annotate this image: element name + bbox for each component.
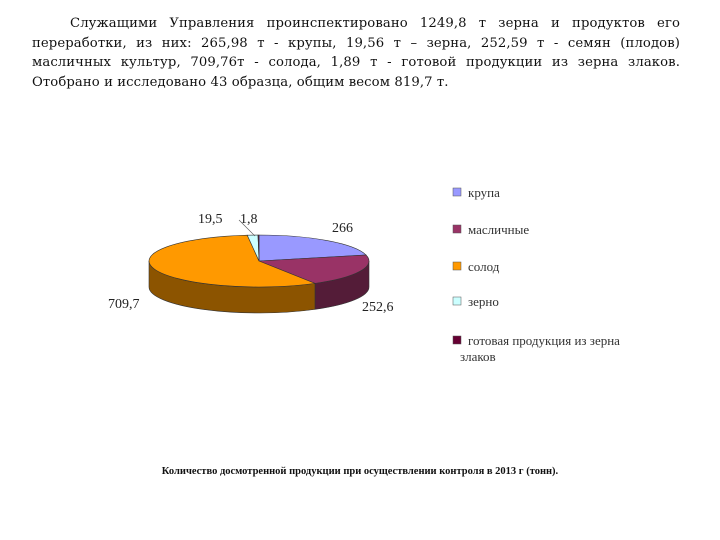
data-labels: 266 252,6 709,7 19,5 1,8 <box>108 212 394 315</box>
pie-slice-gotovaya-produktsiya <box>257 234 260 262</box>
data-label-gotovaya-produktsiya: 1,8 <box>240 212 258 227</box>
data-label-maslichnye: 252,6 <box>362 300 394 315</box>
legend-label-krupa: крупа <box>468 185 500 200</box>
legend-swatch-krupa <box>452 187 462 197</box>
legend-swatch-solod <box>452 261 462 271</box>
chart-caption: Количество досмотренной продукции при ос… <box>161 466 559 477</box>
chart-legend: крупа масличные солод зерно готовая продукци… <box>452 185 620 364</box>
pie-group <box>148 234 370 314</box>
pie-slice-solod <box>148 234 317 288</box>
legend-label-gotovaya-produktsiya: готовая продукция из зерна злаков <box>460 333 620 364</box>
data-label-zerno: 19,5 <box>198 212 223 227</box>
legend-swatch-maslichnye <box>452 224 462 234</box>
data-label-solod: 709,7 <box>108 297 140 312</box>
data-label-krupa: 266 <box>332 221 353 236</box>
legend-label-maslichnye: масличные <box>468 222 529 237</box>
pie-slice-krupa <box>258 234 367 262</box>
legend-label-zerno: зерно <box>468 294 499 309</box>
legend-label-solod: солод <box>468 259 500 274</box>
legend-swatch-zerno <box>452 296 462 306</box>
legend-swatch-gotovaya-produktsiya <box>452 335 462 345</box>
pie-chart: 266 252,6 709,7 19,5 1,8 крупа масличные солод… <box>108 185 620 364</box>
leader-line <box>238 219 256 237</box>
pie-slice-maslichnye <box>258 254 370 284</box>
intro-paragraph: Служащими Управления проинспектировано 1… <box>32 16 680 90</box>
